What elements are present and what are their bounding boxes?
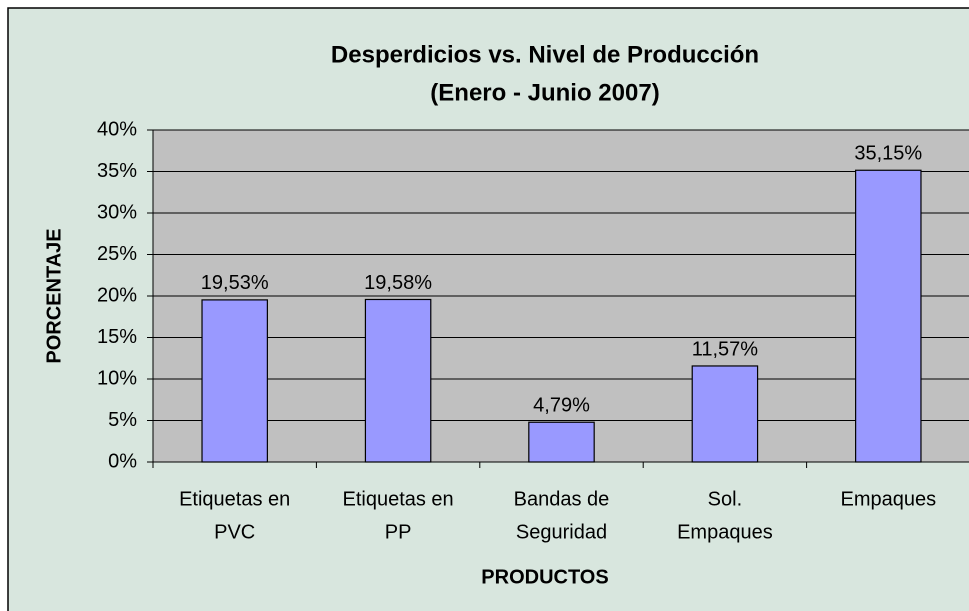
y-tick-label: 25% <box>97 243 137 265</box>
data-label: 35,15% <box>854 143 922 165</box>
y-tick-label: 20% <box>97 284 137 306</box>
x-tick-label: PVC <box>214 521 255 543</box>
bar <box>364 298 432 463</box>
bar <box>528 421 595 463</box>
x-axis-title: PRODUCTOS <box>481 566 608 588</box>
x-tick-label: Etiquetas en <box>342 488 453 510</box>
y-tick-label: 5% <box>108 409 137 431</box>
x-tick-label: Sol. <box>708 488 742 510</box>
x-tick-label: Empaques <box>677 521 773 543</box>
y-axis-title: PORCENTAJE <box>43 228 65 363</box>
bar <box>691 365 759 463</box>
y-tick-label: 15% <box>97 326 137 348</box>
x-tick-label: Empaques <box>840 488 936 510</box>
y-tick-label: 40% <box>97 118 137 140</box>
x-tick-label: PP <box>385 521 412 543</box>
y-tick-label: 30% <box>97 201 137 223</box>
chart-title: Desperdicios vs. Nivel de Producción <box>331 41 759 68</box>
x-tick-label: Etiquetas en <box>179 488 290 510</box>
y-tick-label: 35% <box>97 160 137 182</box>
data-label: 19,58% <box>364 272 432 294</box>
y-tick-label: 0% <box>108 450 137 472</box>
x-tick-label: Seguridad <box>516 521 607 543</box>
y-tick-label: 10% <box>97 367 137 389</box>
data-label: 11,57% <box>692 338 759 360</box>
data-label: 4,79% <box>533 395 590 417</box>
data-label: 19,53% <box>201 272 269 294</box>
bar <box>201 299 268 463</box>
chart-subtitle: (Enero - Junio 2007) <box>430 79 659 106</box>
x-tick-label: Bandas de <box>514 488 610 510</box>
bar <box>855 169 922 463</box>
